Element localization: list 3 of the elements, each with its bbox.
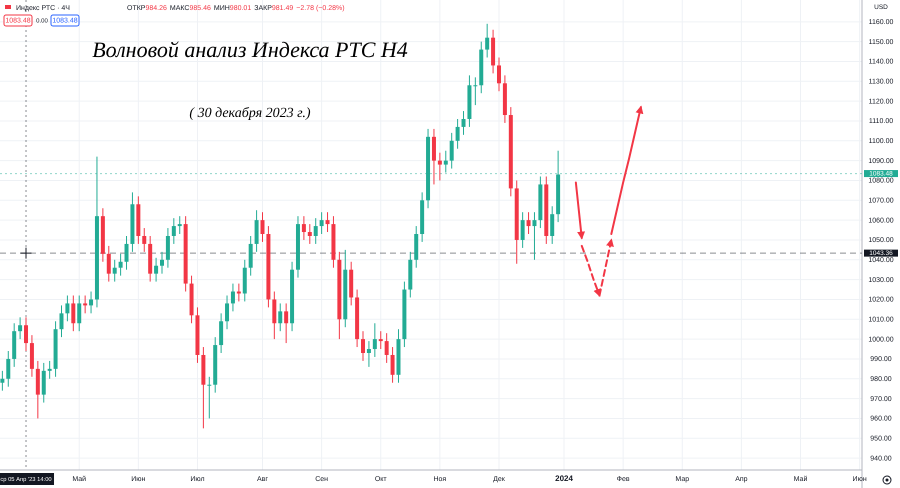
x-tick-label: 2024 <box>555 474 574 483</box>
text: Волновой анализ Индекса РТС H4 <box>92 37 408 62</box>
text: ( 30 декабря 2023 г.) <box>189 106 311 121</box>
